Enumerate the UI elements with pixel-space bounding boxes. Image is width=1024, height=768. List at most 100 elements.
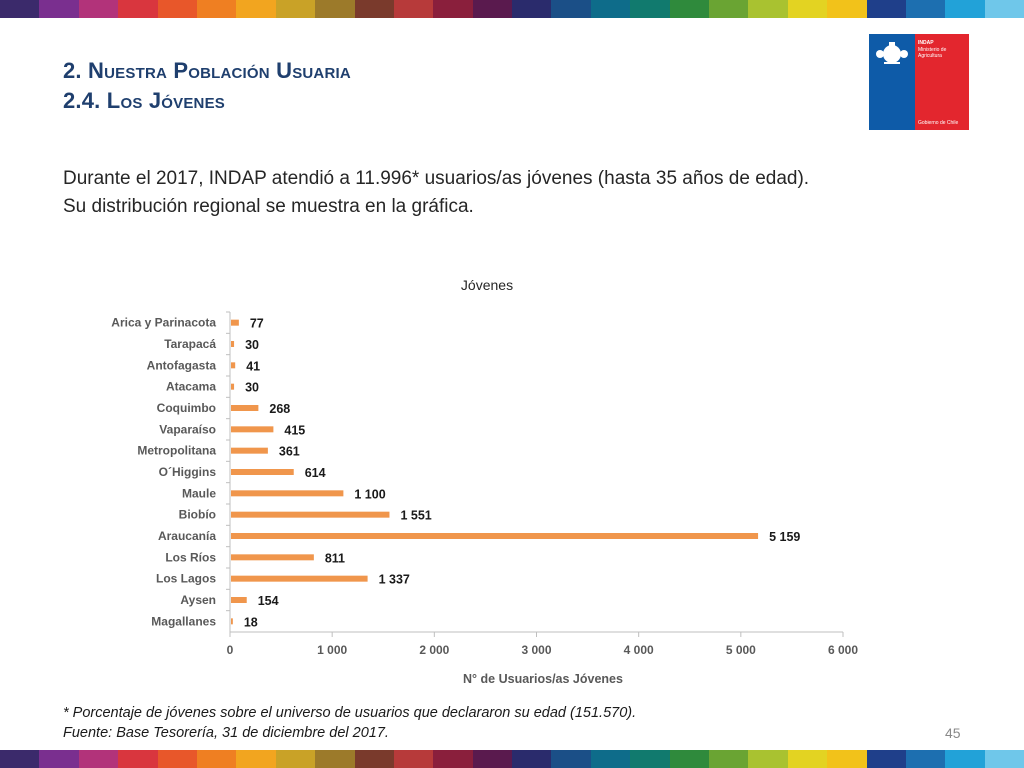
stripe-segment bbox=[0, 750, 40, 768]
category-label: Metropolitana bbox=[137, 444, 216, 458]
stripe-segment bbox=[157, 0, 197, 18]
stripe-segment bbox=[905, 0, 946, 18]
stripe-segment bbox=[39, 750, 79, 768]
stripe-segment bbox=[984, 750, 1024, 768]
stripe-segment bbox=[827, 750, 867, 768]
stripe-segment bbox=[827, 0, 867, 18]
bar bbox=[231, 511, 390, 518]
stripe-segment bbox=[905, 750, 946, 768]
bar bbox=[231, 554, 314, 561]
bar bbox=[231, 362, 236, 369]
logo-text-agriculture: Agricultura bbox=[918, 53, 942, 59]
bar-value-label: 268 bbox=[269, 402, 290, 416]
bar-value-label: 415 bbox=[284, 423, 305, 437]
bar-value-label: 18 bbox=[244, 615, 258, 629]
logo-text-ministry: Ministerio de bbox=[918, 47, 947, 53]
stripe-segment bbox=[354, 750, 394, 768]
category-label: Vaparaíso bbox=[159, 422, 216, 436]
bar-value-label: 5 159 bbox=[769, 530, 800, 544]
footnote: * Porcentaje de jóvenes sobre el univers… bbox=[63, 703, 636, 743]
stripe-segment bbox=[236, 0, 276, 18]
heading-line-2: 2.4. Los Jóvenes bbox=[63, 88, 225, 113]
x-tick-label: 1 000 bbox=[317, 643, 347, 657]
bar-value-label: 614 bbox=[305, 466, 326, 480]
stripe-segment bbox=[0, 0, 40, 18]
logo-text-indap: INDAP bbox=[918, 40, 934, 46]
stripe-segment bbox=[787, 750, 828, 768]
bar-value-label: 1 337 bbox=[379, 573, 410, 587]
category-label: Los Ríos bbox=[165, 550, 216, 564]
bar bbox=[231, 319, 239, 326]
x-tick-label: 3 000 bbox=[521, 643, 551, 657]
category-label: Arica y Parinacota bbox=[111, 316, 216, 330]
stripe-segment bbox=[315, 750, 355, 768]
x-tick-label: 2 000 bbox=[419, 643, 449, 657]
x-tick-label: 0 bbox=[227, 643, 234, 657]
stripe-segment bbox=[551, 0, 591, 18]
stripe-segment bbox=[196, 750, 237, 768]
category-label: Antofagasta bbox=[147, 358, 217, 372]
top-color-stripe bbox=[0, 0, 1024, 18]
stripe-segment bbox=[512, 0, 552, 18]
bar bbox=[231, 405, 259, 411]
bar bbox=[231, 447, 268, 454]
stripe-segment bbox=[709, 0, 749, 18]
indap-logo: INDAP Ministerio de Agricultura Gobierno… bbox=[869, 34, 969, 130]
stripe-segment bbox=[393, 0, 434, 18]
intro-line-1: Durante el 2017, INDAP atendió a 11.996*… bbox=[63, 168, 810, 189]
logo-red-panel: INDAP Ministerio de Agricultura Gobierno… bbox=[915, 34, 969, 130]
bar bbox=[231, 341, 235, 347]
stripe-segment bbox=[472, 750, 513, 768]
category-label: Maule bbox=[182, 486, 216, 500]
stripe-segment bbox=[590, 0, 631, 18]
footnote-note: * Porcentaje de jóvenes sobre el univers… bbox=[63, 705, 637, 721]
bar bbox=[231, 383, 235, 390]
stripe-segment bbox=[78, 0, 119, 18]
bar-value-label: 361 bbox=[279, 445, 300, 459]
stripe-segment bbox=[551, 750, 591, 768]
stripe-segment bbox=[787, 0, 828, 18]
logo-blue-panel bbox=[869, 34, 915, 130]
stripe-segment bbox=[196, 0, 237, 18]
bottom-color-stripe bbox=[0, 750, 1024, 768]
stripe-segment bbox=[275, 0, 316, 18]
stripe-segment bbox=[393, 750, 434, 768]
stripe-segment bbox=[945, 750, 985, 768]
stripe-segment bbox=[315, 0, 355, 18]
bar bbox=[231, 469, 294, 475]
stripe-segment bbox=[472, 0, 513, 18]
stripe-segment bbox=[669, 750, 710, 768]
heading-line-1: 2. Nuestra Población Usuaria bbox=[63, 58, 351, 83]
intro-line-2: Su distribución regional se muestra en l… bbox=[63, 196, 474, 217]
bar-value-label: 41 bbox=[246, 359, 260, 373]
bar-value-label: 1 100 bbox=[354, 487, 385, 501]
stripe-segment bbox=[709, 750, 749, 768]
stripe-segment bbox=[78, 750, 119, 768]
bar-value-label: 30 bbox=[245, 338, 259, 352]
chart-title: Jóvenes bbox=[461, 277, 513, 293]
stripe-segment bbox=[275, 750, 316, 768]
category-label: Atacama bbox=[166, 380, 216, 394]
x-tick-label: 6 000 bbox=[828, 643, 858, 657]
stripe-segment bbox=[433, 0, 473, 18]
x-tick-label: 4 000 bbox=[624, 643, 654, 657]
bar-value-label: 77 bbox=[250, 317, 264, 331]
bar-value-label: 154 bbox=[258, 594, 279, 608]
stripe-segment bbox=[748, 0, 788, 18]
category-label: Los Lagos bbox=[156, 572, 216, 586]
stripe-segment bbox=[866, 750, 906, 768]
stripe-segment bbox=[748, 750, 788, 768]
bar-value-label: 1 551 bbox=[400, 509, 431, 523]
category-label: Coquimbo bbox=[157, 401, 216, 415]
slide-heading: 2. Nuestra Población Usuaria 2.4. Los Jó… bbox=[63, 56, 351, 116]
category-label: Biobío bbox=[179, 508, 216, 522]
stripe-segment bbox=[236, 750, 276, 768]
stripe-segment bbox=[354, 0, 394, 18]
bar bbox=[231, 533, 759, 539]
stripe-segment bbox=[157, 750, 197, 768]
stripe-segment bbox=[866, 0, 906, 18]
bar-value-label: 30 bbox=[245, 381, 259, 395]
intro-text: Durante el 2017, INDAP atendió a 11.996*… bbox=[63, 165, 809, 221]
bar bbox=[231, 618, 233, 625]
bar bbox=[231, 426, 274, 433]
